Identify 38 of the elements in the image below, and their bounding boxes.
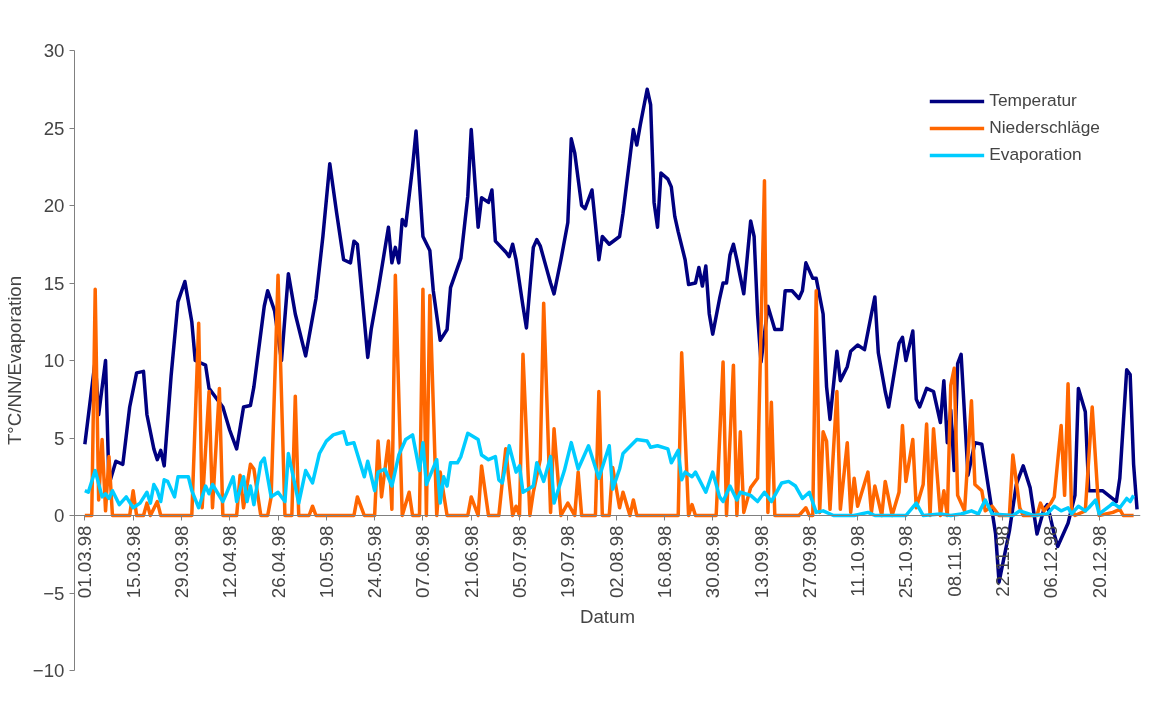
legend-label: Evaporation xyxy=(989,144,1082,165)
x-tick-label: 10.05.98 xyxy=(315,525,337,599)
x-tick-label: 13.09.98 xyxy=(750,525,772,599)
x-tick-label: 16.08.98 xyxy=(653,525,675,599)
x-tick-label: 25.10.98 xyxy=(895,525,917,599)
x-tick-label: 24.05.98 xyxy=(364,525,386,599)
y-tick-label: −5 xyxy=(43,582,65,604)
x-tick-label: 30.08.98 xyxy=(702,525,724,599)
legend-label: Temperatur xyxy=(989,90,1077,111)
x-tick-label: 11.10.98 xyxy=(847,525,869,597)
y-tick-label: 25 xyxy=(43,117,65,139)
y-tick-label: 10 xyxy=(43,350,65,371)
x-tick-label: 12.04.98 xyxy=(219,525,241,599)
line-series xyxy=(83,430,1136,518)
x-axis-title: Datum xyxy=(580,606,635,628)
y-tick-label: 30 xyxy=(43,40,65,61)
y-tick-label: 20 xyxy=(43,195,65,216)
y-tick-label: 5 xyxy=(54,427,65,449)
x-tick-label: 22.11.98 xyxy=(992,525,1014,597)
y-tick-label: 0 xyxy=(54,505,65,526)
y-tick-label: −10 xyxy=(32,660,65,681)
x-tick-label: 02.08.98 xyxy=(605,525,627,599)
x-tick-label: 07.06.98 xyxy=(412,525,434,599)
x-tick-label: 01.03.98 xyxy=(74,525,96,599)
y-axis-title: T°C/NN/Evaporation xyxy=(3,275,25,446)
x-tick-label: 15.03.98 xyxy=(122,525,144,599)
x-tick-label: 06.12.98 xyxy=(1040,525,1062,599)
y-tick-label: 15 xyxy=(43,272,65,294)
line-series xyxy=(83,178,1136,518)
x-tick-label: 20.12.98 xyxy=(1088,525,1110,599)
x-tick-label: 08.11.98 xyxy=(943,525,965,597)
x-tick-label: 21.06.98 xyxy=(460,525,482,599)
x-tick-label: 29.03.98 xyxy=(170,525,192,599)
x-tick-label: 19.07.98 xyxy=(557,525,579,599)
x-tick-label: 27.09.98 xyxy=(798,525,820,599)
x-tick-label: 26.04.98 xyxy=(267,525,289,599)
x-tick-label: 05.07.98 xyxy=(509,525,531,599)
legend-label: Niederschläge xyxy=(989,117,1100,138)
